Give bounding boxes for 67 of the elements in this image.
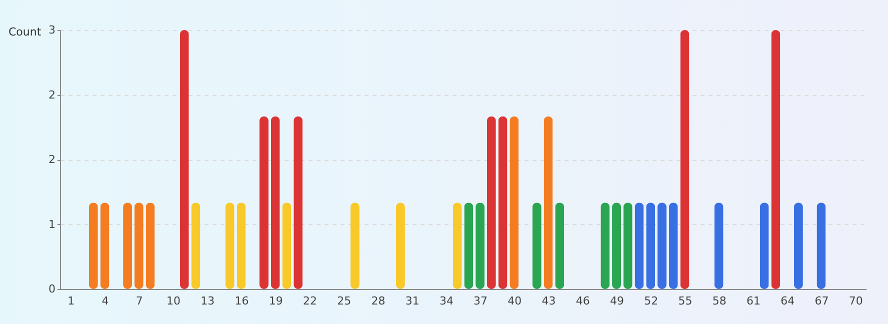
x-tick-label: 31	[405, 294, 420, 308]
bar	[146, 202, 155, 289]
bar	[555, 202, 564, 289]
x-tick-label: 55	[678, 294, 692, 308]
x-tick-label: 25	[337, 294, 352, 308]
bar	[532, 202, 542, 289]
bar	[794, 202, 803, 289]
bar	[260, 116, 268, 289]
bar	[486, 116, 496, 289]
y-tick-label: 1	[48, 218, 56, 231]
bar	[476, 202, 485, 289]
x-tick-label: 58	[712, 294, 726, 308]
bar	[498, 116, 508, 289]
bar	[191, 202, 200, 289]
bar	[123, 202, 132, 289]
x-tick-label: 61	[746, 294, 760, 308]
x-tick-label: 7	[136, 294, 143, 308]
bar	[236, 202, 246, 289]
bar	[612, 202, 622, 289]
bar	[714, 202, 724, 289]
bar	[510, 116, 519, 289]
bar	[634, 202, 644, 289]
x-tick-label: 46	[576, 294, 590, 308]
x-tick-label: 28	[371, 294, 386, 308]
bar	[658, 202, 666, 289]
x-tick-label: 49	[610, 294, 624, 308]
bar	[760, 202, 769, 289]
y-axis-title: Count	[8, 26, 42, 38]
x-tick-label: 40	[508, 294, 522, 308]
x-tick-label: 37	[474, 294, 488, 308]
y-tick-label: 3	[48, 24, 56, 36]
bar	[544, 116, 553, 289]
bar	[88, 202, 98, 289]
bar	[623, 202, 632, 289]
y-tick-label: 2	[48, 153, 56, 166]
y-tick-label: 2	[48, 88, 56, 102]
x-tick-label: 10	[166, 294, 181, 308]
y-tick-label: 0	[48, 282, 56, 296]
bar	[771, 30, 780, 289]
x-tick-label: 13	[200, 294, 215, 308]
bar	[600, 202, 610, 289]
x-tick-label: 64	[780, 294, 795, 308]
x-tick-label: 43	[542, 294, 556, 308]
x-tick-label: 52	[644, 294, 658, 308]
bar	[680, 30, 690, 289]
bar	[646, 202, 656, 289]
bar	[396, 202, 405, 289]
x-tick-label: 34	[439, 294, 454, 308]
bar	[134, 202, 144, 289]
bar	[668, 202, 678, 289]
bar	[282, 202, 292, 289]
x-tick-label: 70	[848, 294, 863, 308]
x-tick-label: 16	[234, 294, 249, 308]
bar	[225, 202, 234, 289]
x-tick-label: 67	[814, 294, 829, 308]
bar	[350, 202, 360, 289]
bar	[464, 202, 474, 289]
bar	[294, 116, 303, 289]
x-tick-label: 4	[102, 294, 109, 308]
bar	[816, 202, 826, 289]
bar	[452, 202, 462, 289]
bar	[100, 202, 110, 289]
bar	[270, 116, 280, 289]
x-tick-label: 22	[302, 294, 317, 308]
bar	[180, 30, 189, 289]
x-tick-label: 19	[268, 294, 283, 308]
x-tick-label: 1	[68, 294, 75, 308]
